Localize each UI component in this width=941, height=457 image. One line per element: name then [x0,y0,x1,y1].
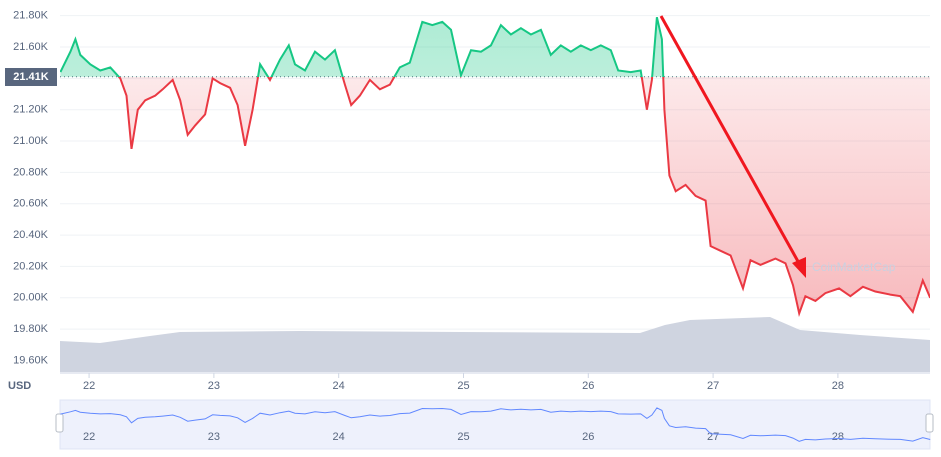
x-tick-label: 26 [582,380,594,392]
x-tick-label: 25 [457,380,469,392]
navigator-label: 24 [333,431,345,443]
navigator-label: 26 [582,431,594,443]
baseline-label: 21.41K [13,71,49,83]
x-tick-label: 27 [707,380,719,392]
y-tick-label: 20.60K [13,198,49,210]
navigator-label: 23 [208,431,220,443]
axes: 19.60K 19.80K 20.00K 20.20K 20.40K 20.60K 20.8… [13,10,930,392]
y-tick-label: 20.40K [13,229,49,241]
navigator-label: 27 [707,431,719,443]
annotation-arrow [659,15,806,278]
watermark: CoinMarketCap [812,260,896,274]
navigator-handle[interactable] [925,413,934,433]
area-up [60,17,930,77]
y-tick-label: 19.80K [13,323,49,335]
y-tick-label: 20.00K [13,292,49,304]
navigator-label: 25 [457,431,469,443]
y-tick-label: 21.80K [13,10,49,22]
x-tick-label: 23 [208,380,220,392]
price-line-down [117,77,930,317]
baseline-tag [5,68,57,86]
navigator-label: 22 [83,431,95,443]
navigator-line [60,407,931,442]
y-tick-label: 20.80K [13,166,49,178]
y-tick-label: 19.60K [13,354,49,366]
volume-area [60,317,930,372]
y-tick-label: 20.20K [13,260,49,272]
y-tick-label: 21.60K [13,41,49,53]
x-tick-label: 24 [333,380,345,392]
price-line-up [60,16,665,77]
navigator-label: 28 [832,431,844,443]
currency-label: USD [8,380,31,392]
x-tick-label: 28 [832,380,844,392]
navigator-content: 22 23 24 25 26 27 28 [60,407,931,443]
x-tick-label: 22 [83,380,95,392]
y-tick-label: 21.20K [13,104,49,116]
navigator-handle[interactable] [55,413,64,433]
y-tick-label: 21.00K [13,135,49,147]
